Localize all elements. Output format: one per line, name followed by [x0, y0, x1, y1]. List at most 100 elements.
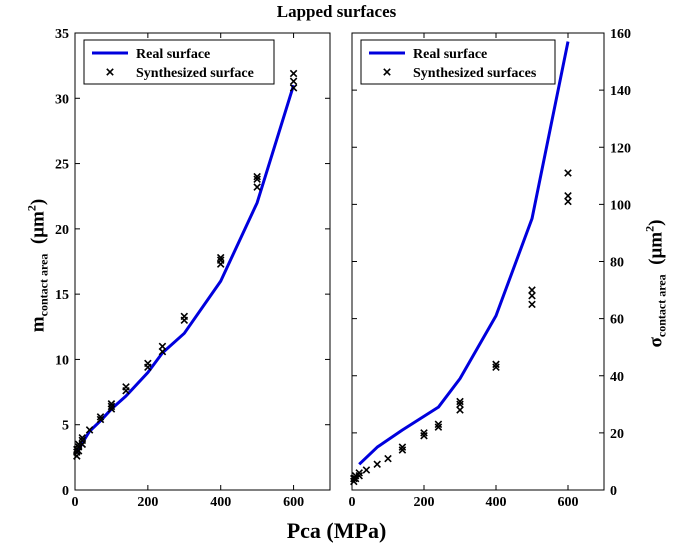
left-legend-box — [83, 39, 275, 85]
x-marker-stroke — [289, 69, 298, 78]
x-marker-stroke — [528, 300, 536, 309]
right-ylabel-sub: contact area — [654, 274, 669, 338]
right-legend-label-synth: Synthesized surfaces — [413, 66, 537, 81]
left-ylabel-unit-sup: 2 — [24, 205, 39, 212]
left-scatter-point — [107, 400, 116, 408]
x-marker-stroke — [78, 434, 87, 442]
x-marker-stroke — [383, 68, 391, 76]
x-marker-stroke — [528, 286, 536, 294]
right-scatter-point — [355, 471, 363, 480]
right-scatter-point — [492, 360, 500, 369]
right-ytick-label: 100 — [610, 198, 631, 213]
left-scatter-point — [289, 84, 298, 92]
x-marker-stroke — [107, 402, 116, 411]
right-ytick-label: 160 — [610, 27, 631, 42]
right-plot-frame — [351, 32, 605, 491]
right-scatter-point — [420, 429, 428, 437]
x-marker-stroke — [398, 446, 407, 454]
right-scatter-point — [384, 454, 392, 463]
right-scatter-point — [528, 292, 536, 300]
left-scatter-point — [253, 183, 261, 191]
left-scatter-point — [122, 383, 130, 391]
x-marker-stroke — [289, 84, 298, 92]
x-marker-stroke — [564, 169, 572, 177]
left-scatter-point — [216, 256, 225, 264]
right-ytick-label: 80 — [610, 256, 624, 271]
x-marker-stroke — [564, 192, 572, 200]
left-ytick-label: 5 — [62, 419, 69, 434]
right-scatter-point — [492, 363, 500, 371]
left-scatter-point — [216, 253, 225, 262]
right-ytick-label: 20 — [610, 427, 624, 442]
left-panel: 0 200 400 600 0 5 10 15 20 25 30 35 Real surface Synt… — [55, 27, 331, 510]
left-scatter-point — [289, 69, 298, 78]
right-ylabel-unit-sup: 2 — [642, 225, 657, 232]
left-legend-marker-swatch — [106, 68, 114, 76]
left-legend: Real surface Synthesized surface — [83, 39, 275, 85]
left-ytick-label: 30 — [55, 92, 69, 107]
x-marker-stroke — [144, 359, 152, 368]
right-legend-label-real: Real surface — [413, 47, 487, 62]
left-xtick-label: 600 — [283, 495, 304, 510]
left-scatter-point — [158, 342, 167, 351]
right-scatter-point — [528, 300, 536, 309]
left-ytick-label: 0 — [62, 484, 69, 499]
x-marker-stroke — [216, 253, 225, 262]
right-scatter-point — [398, 446, 407, 454]
right-scatter-point — [456, 397, 464, 406]
x-marker-stroke — [78, 436, 87, 445]
right-ylabel-unit-close: ) — [645, 219, 667, 226]
x-marker-stroke — [106, 68, 114, 76]
x-marker-stroke — [492, 360, 500, 369]
x-marker-stroke — [373, 460, 381, 469]
x-marker-stroke — [122, 383, 130, 391]
left-ytick-label: 20 — [55, 223, 69, 238]
x-marker-stroke — [355, 469, 363, 477]
right-y-axis-label: σcontact area (μm2) — [643, 184, 670, 384]
left-ytick-label: 35 — [55, 27, 69, 42]
left-ytick-label: 25 — [55, 158, 69, 173]
x-marker-stroke — [216, 256, 225, 264]
right-xtick-label: 600 — [558, 495, 579, 510]
x-marker-stroke — [492, 363, 500, 371]
figure-title: Lapped surfaces — [276, 2, 397, 21]
x-marker-stroke — [289, 77, 298, 86]
left-xtick-label: 200 — [137, 495, 158, 510]
left-scatter-point — [96, 413, 105, 421]
right-scatter-point — [398, 443, 407, 451]
right-scatter-point — [434, 423, 443, 431]
left-scatter-point — [180, 312, 189, 321]
right-ytick-label: 120 — [610, 141, 631, 156]
left-xtick-label: 0 — [72, 495, 79, 510]
left-scatter-point — [253, 172, 261, 181]
left-y-axis-label: mcontact area (μm2) — [25, 166, 52, 366]
x-marker-stroke — [564, 197, 572, 206]
right-scatter-point — [434, 420, 443, 429]
right-ylabel-base: σ — [645, 337, 667, 348]
left-scatter-point — [78, 434, 87, 442]
right-legend: Real surface Synthesized surfaces — [360, 39, 556, 85]
left-scatter-point — [289, 77, 298, 86]
right-series-line-real-surface — [358, 41, 570, 466]
x-marker-stroke — [253, 175, 261, 184]
right-scatter-point — [564, 197, 572, 206]
left-scatter-point — [107, 402, 116, 411]
right-legend-box — [360, 39, 556, 85]
right-xtick-label: 200 — [414, 495, 435, 510]
left-ytick-label: 10 — [55, 353, 69, 368]
x-marker-stroke — [456, 406, 464, 414]
left-series-line-real-surface — [75, 84, 296, 455]
x-marker-stroke — [355, 471, 363, 480]
x-marker-stroke — [384, 454, 392, 463]
right-ytick-label: 60 — [610, 313, 624, 328]
left-scatter-point — [144, 359, 152, 368]
x-axis-label: Pca (MPa) — [286, 518, 387, 543]
left-ylabel-sub: contact area — [36, 253, 51, 317]
x-marker-stroke — [107, 400, 116, 408]
right-scatter-point — [456, 400, 464, 409]
left-ytick-label: 15 — [55, 288, 69, 303]
right-xtick-label: 0 — [349, 495, 356, 510]
left-legend-label-synth: Synthesized surface — [136, 66, 254, 81]
right-scatter-point — [373, 460, 381, 469]
